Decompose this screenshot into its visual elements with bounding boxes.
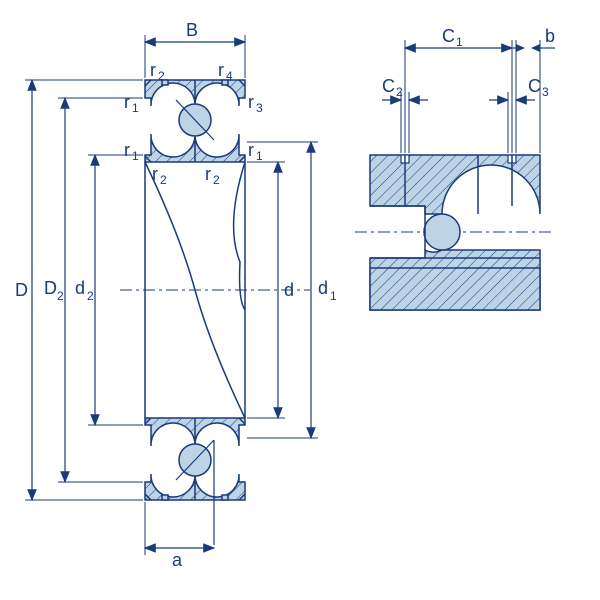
dimensions-main: B D D 2 d 2 d d 1 r2 r4 r1 r3 r1 (15, 20, 337, 570)
svg-text:1: 1 (132, 149, 139, 163)
label-B: B (186, 20, 198, 40)
svg-text:1: 1 (132, 101, 139, 115)
label-d2l-sub: 2 (87, 289, 94, 303)
label-C1: C (442, 26, 455, 46)
svg-text:2: 2 (213, 173, 220, 187)
aux-cross-section (355, 155, 555, 310)
main-cross-section (120, 80, 310, 500)
label-D2-sub: 2 (57, 289, 64, 303)
svg-text:3: 3 (256, 101, 263, 115)
label-d1-sub: 1 (330, 289, 337, 303)
label-D2: D (44, 278, 57, 298)
dimensions-aux: C 1 b C 2 C 3 (382, 26, 555, 153)
svg-text:2: 2 (160, 173, 167, 187)
label-r3-r: r (248, 92, 254, 112)
svg-text:4: 4 (226, 69, 233, 83)
label-D: D (15, 280, 28, 300)
label-r1-br: r (248, 140, 254, 160)
label-r4-tr: r (218, 60, 224, 80)
label-d2l: d (75, 278, 85, 298)
label-b: b (545, 26, 555, 46)
label-r1-l: r (124, 92, 130, 112)
svg-text:2: 2 (396, 85, 403, 99)
label-r2-b: r (152, 164, 158, 184)
svg-text:2: 2 (158, 69, 165, 83)
label-a: a (172, 550, 183, 570)
label-r1-bl: r (124, 140, 130, 160)
label-C3: C (528, 76, 541, 96)
svg-text:1: 1 (456, 35, 463, 49)
label-r2-tl: r (150, 60, 156, 80)
label-C2: C (382, 76, 395, 96)
label-r2-b2: r (205, 164, 211, 184)
label-d: d (284, 280, 294, 300)
label-d1: d (318, 278, 328, 298)
svg-text:3: 3 (542, 85, 549, 99)
svg-text:1: 1 (256, 149, 263, 163)
